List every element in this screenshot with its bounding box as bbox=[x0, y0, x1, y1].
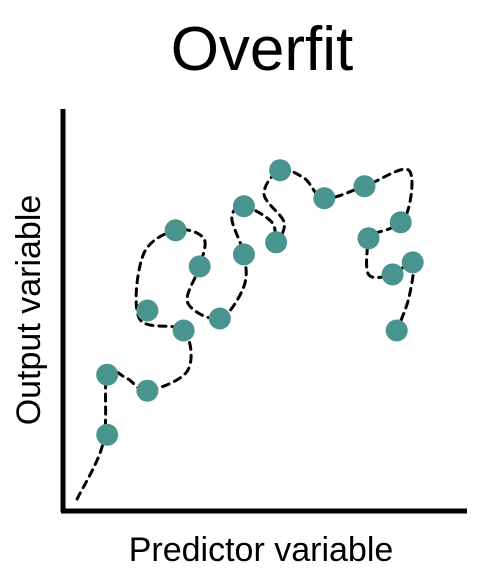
data-point bbox=[401, 251, 424, 274]
x-axis-label: Predictor variable bbox=[129, 531, 394, 569]
data-point bbox=[313, 187, 336, 210]
data-point bbox=[357, 227, 380, 250]
data-point bbox=[208, 307, 231, 330]
data-point bbox=[164, 219, 187, 242]
data-point bbox=[188, 255, 211, 278]
data-point bbox=[353, 175, 376, 198]
data-point bbox=[96, 423, 119, 446]
data-point bbox=[232, 243, 255, 266]
data-point bbox=[136, 299, 159, 322]
data-point bbox=[232, 195, 255, 218]
data-point bbox=[136, 379, 159, 402]
data-point bbox=[381, 263, 404, 286]
data-point bbox=[389, 211, 412, 234]
data-point bbox=[96, 363, 119, 386]
fit-line-layer bbox=[75, 167, 416, 501]
data-point bbox=[265, 231, 288, 254]
chart-title: Overfit bbox=[171, 15, 354, 84]
y-axis-label: Output variable bbox=[10, 195, 48, 426]
points-layer bbox=[96, 159, 424, 446]
data-point bbox=[385, 319, 408, 342]
fit-line bbox=[75, 167, 416, 501]
data-point bbox=[172, 319, 195, 342]
data-point bbox=[269, 159, 292, 182]
